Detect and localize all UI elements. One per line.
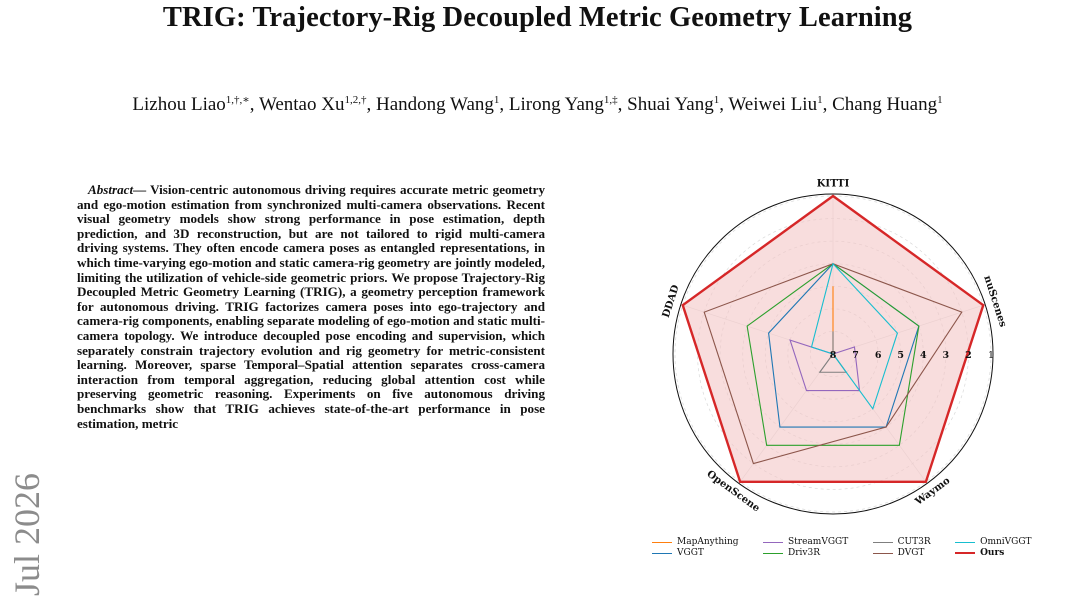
legend-item-dvgt: DVGT: [872, 548, 941, 558]
legend-label: MapAnything: [677, 537, 739, 547]
abstract: Abstract— Vision-centric autonomous driv…: [77, 182, 545, 431]
series-line-cut3r: [818, 331, 848, 373]
legend-label: StreamVGGT: [788, 537, 849, 547]
legend-label: OmniVGGT: [980, 537, 1032, 547]
rank-tick-label: 4: [920, 350, 927, 361]
legend-item-mapanything: MapAnything: [652, 537, 749, 547]
legend-label: Ours: [980, 548, 1005, 558]
author-name: Chang Huang: [832, 94, 938, 115]
axis-label-ddad: DDAD: [661, 283, 682, 319]
author-name: Wentao Xu: [258, 94, 345, 115]
paper-title: TRIG: Trajectory-Rig Decoupled Metric Ge…: [162, 2, 913, 33]
legend-swatch: [955, 541, 976, 543]
rank-tick-label: 7: [852, 350, 859, 361]
radar-chart-figure: 1 2 3 4 5 6 7 8 KITTI nuScenes Waymo OpenScene DDAD: [600, 170, 1070, 590]
author-affiliation-mark: 1,‡: [603, 94, 618, 106]
legend-label: Driv3R: [788, 548, 820, 558]
legend-item-vggt: VGGT: [652, 548, 749, 558]
author-name: Weiwei Liu: [728, 94, 818, 115]
abstract-text: Vision-centric autonomous driving requir…: [77, 182, 545, 431]
legend-item-cut3r: CUT3R: [872, 537, 941, 547]
chart-legend: MapAnything StreamVGGT CUT3R OmniVGGT VGGT Dr…: [652, 537, 1042, 558]
series-line-driv3r: [746, 263, 920, 446]
legend-label: CUT3R: [897, 537, 931, 547]
legend-item-omnivggt: OmniVGGT: [955, 537, 1042, 547]
author-name: Lizhou Liao: [132, 94, 226, 115]
author-list: Lizhou Liao1,†,∗, Wentao Xu1,2,†, Handon…: [132, 94, 943, 115]
rank-tick-label: 2: [965, 350, 972, 361]
author-affiliation-mark: 1: [937, 94, 943, 106]
legend-swatch: [872, 552, 893, 554]
legend-swatch: [652, 552, 672, 554]
legend-item-streamvggt: StreamVGGT: [763, 537, 859, 547]
rank-tick-label: 5: [897, 350, 904, 361]
legend-swatch: [652, 541, 672, 543]
legend-label: VGGT: [677, 548, 704, 558]
rank-tick-label: 6: [875, 350, 882, 361]
author-affiliation-mark: 1: [817, 94, 823, 106]
author-affiliation-mark: 1,2,†: [344, 94, 367, 106]
legend-swatch: [763, 552, 784, 554]
rank-tick-label: 8: [830, 350, 837, 361]
legend-swatch: [955, 552, 976, 554]
author-affiliation-mark: 1,†,∗: [225, 94, 250, 106]
legend-label: DVGT: [897, 548, 925, 558]
side-date-stamp: Jul 2026: [7, 472, 47, 596]
author-name: Shuai Yang: [627, 94, 714, 115]
axis-label-nuscenes: nuScenes: [981, 274, 1008, 329]
rank-tick-label: 1: [988, 350, 994, 361]
series-line-streamvggt: [789, 339, 861, 392]
legend-item-ours: Ours: [955, 548, 1042, 558]
series-line-dvgt: [703, 263, 963, 465]
author-name: Handong Wang: [375, 94, 494, 115]
author-affiliation-mark: 1: [713, 94, 720, 106]
legend-swatch: [872, 541, 893, 543]
series-line-omnivggt: [810, 262, 899, 410]
axis-label-kitti: KITTI: [817, 179, 850, 190]
legend-swatch: [763, 541, 784, 543]
rank-tick-label: 3: [943, 350, 950, 361]
outer-ring: [672, 193, 994, 515]
abstract-label: Abstract—: [88, 182, 147, 197]
series-line-ours: [681, 194, 985, 484]
author-name: Lirong Yang: [508, 94, 604, 115]
legend-item-driv3r: Driv3R: [763, 548, 859, 558]
author-affiliation-mark: 1: [493, 94, 500, 106]
